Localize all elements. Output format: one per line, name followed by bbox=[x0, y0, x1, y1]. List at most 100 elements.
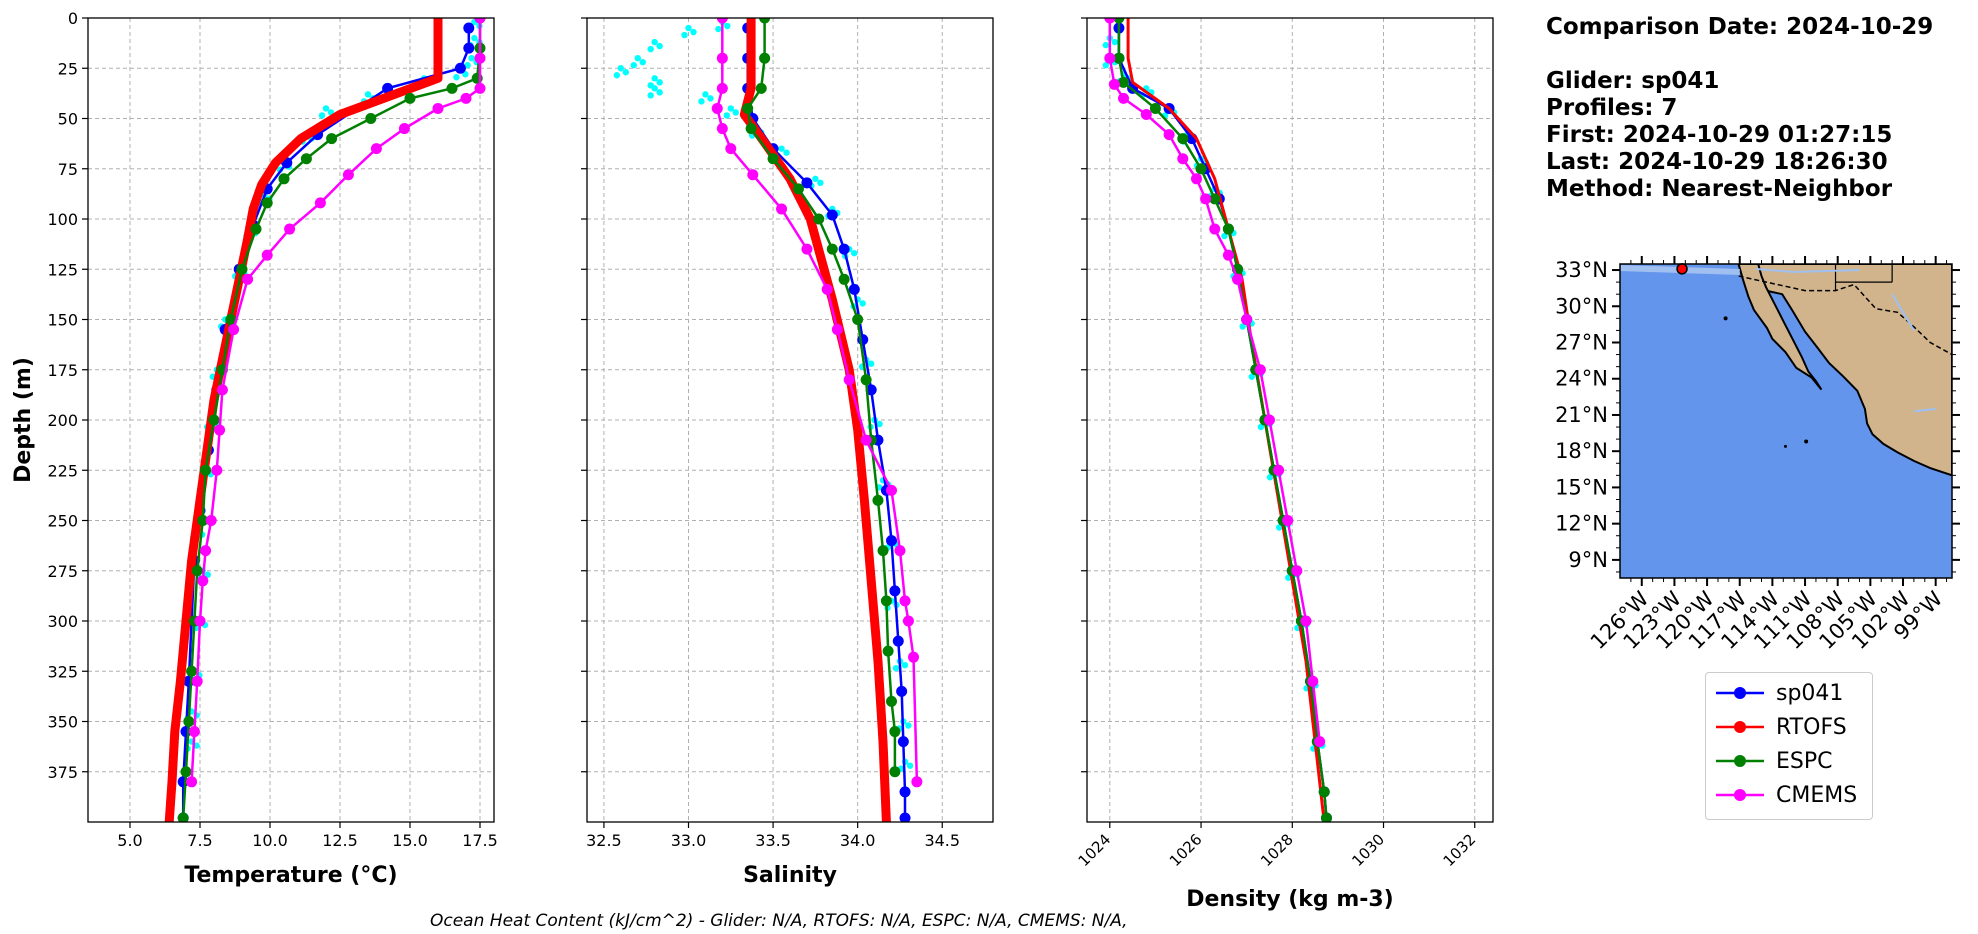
point-CMEMS bbox=[1273, 464, 1285, 476]
map-state-lines bbox=[1834, 264, 1893, 291]
lat-label: 30°N bbox=[1555, 294, 1608, 318]
x-tick-label: 34.5 bbox=[924, 831, 960, 850]
point-sp041 bbox=[848, 283, 860, 295]
map-land-baja bbox=[1737, 264, 1823, 391]
point-glider bbox=[1102, 61, 1110, 69]
legend-swatch-sp041 bbox=[1716, 687, 1764, 699]
point-glider bbox=[724, 22, 731, 30]
point-CMEMS bbox=[1254, 364, 1266, 376]
point-CMEMS bbox=[1108, 78, 1120, 90]
point-glider bbox=[634, 55, 641, 62]
series-line-sp041 bbox=[181, 28, 471, 818]
x-tick-label: 17.5 bbox=[462, 831, 498, 850]
point-glider bbox=[651, 75, 658, 82]
comparison-date: Comparison Date: 2024-10-29 bbox=[1546, 14, 1934, 40]
point-glider bbox=[812, 175, 819, 182]
point-ESPC bbox=[826, 243, 838, 255]
point-glider bbox=[906, 762, 914, 769]
point-sp041 bbox=[463, 42, 475, 54]
point-CMEMS bbox=[1291, 565, 1303, 577]
point-glider bbox=[778, 145, 785, 152]
x-tick-label: 1024 bbox=[1075, 830, 1115, 870]
point-ESPC bbox=[880, 595, 892, 607]
point-CMEMS bbox=[1104, 52, 1116, 64]
point-glider bbox=[656, 42, 663, 50]
point-CMEMS bbox=[907, 651, 919, 663]
glider-name: Glider: sp041 bbox=[1546, 68, 1720, 94]
point-CMEMS bbox=[194, 615, 206, 627]
point-glider bbox=[1111, 38, 1119, 46]
legend-item-sp041: sp041 bbox=[1714, 678, 1843, 708]
point-glider bbox=[613, 72, 621, 79]
point-CMEMS bbox=[261, 249, 273, 261]
point-sp041 bbox=[838, 243, 850, 255]
point-CMEMS bbox=[474, 82, 486, 94]
point-CMEMS bbox=[1177, 153, 1189, 165]
point-CMEMS bbox=[188, 726, 200, 738]
x-tick-label: 15.0 bbox=[392, 831, 428, 850]
legend-item-cmems: CMEMS bbox=[1714, 780, 1857, 810]
point-ESPC bbox=[197, 515, 209, 526]
point-CMEMS bbox=[831, 324, 843, 336]
point-CMEMS bbox=[747, 169, 759, 181]
point-glider bbox=[639, 59, 646, 66]
point-ESPC bbox=[180, 766, 192, 778]
point-ESPC bbox=[225, 314, 237, 325]
y-tick-label: 200 bbox=[47, 411, 78, 430]
x-tick-label: 1028 bbox=[1257, 830, 1297, 870]
point-CMEMS bbox=[1314, 736, 1326, 748]
point-ESPC bbox=[852, 314, 864, 325]
legend-item-rtofs: RTOFS bbox=[1714, 712, 1847, 742]
point-ESPC bbox=[250, 223, 262, 235]
point-ESPC bbox=[882, 645, 894, 657]
panel-2: 1024 1026 1028 1030 1032 Density (kg m-3) bbox=[1075, 17, 1494, 912]
point-sp041 bbox=[454, 62, 466, 74]
point-sp041 bbox=[896, 685, 908, 697]
series-line-CMEMS bbox=[716, 18, 919, 782]
point-CMEMS bbox=[1117, 92, 1129, 104]
point-ESPC bbox=[1320, 812, 1332, 822]
point-glider bbox=[698, 98, 705, 105]
point-glider bbox=[617, 65, 625, 72]
panel-1: 32.5 33.0 33.5 34.0 34.5 Salinity bbox=[581, 17, 994, 888]
point-CMEMS bbox=[242, 273, 254, 285]
map-border bbox=[1738, 275, 1952, 356]
data-layer bbox=[164, 18, 486, 822]
profile-count: Profiles: 7 bbox=[1546, 95, 1678, 121]
y-tick-label: 0 bbox=[68, 9, 78, 28]
x-tick-label: 1030 bbox=[1348, 830, 1388, 870]
x-axis-label: Temperature (°C) bbox=[184, 863, 397, 888]
legend-swatch-cmems bbox=[1716, 789, 1764, 801]
point-ESPC bbox=[1113, 18, 1125, 24]
map-island bbox=[1723, 316, 1728, 321]
map-frame bbox=[1619, 263, 1953, 579]
point-CMEMS bbox=[716, 18, 728, 24]
map-island bbox=[1783, 444, 1787, 448]
point-CMEMS bbox=[1209, 223, 1221, 235]
y-tick-label: 175 bbox=[47, 361, 78, 380]
point-ESPC bbox=[200, 464, 212, 476]
point-CMEMS bbox=[1263, 414, 1275, 426]
point-CMEMS bbox=[821, 283, 833, 295]
point-ESPC bbox=[186, 665, 198, 677]
point-glider bbox=[901, 662, 909, 669]
location-map: 33°N30°N27°N24°N21°N18°N15°N12°N9°N126°W… bbox=[1555, 256, 1960, 654]
point-glider bbox=[1239, 323, 1246, 330]
point-sp041 bbox=[463, 22, 475, 34]
point-glider bbox=[630, 61, 637, 69]
data-layer bbox=[613, 18, 923, 822]
x-tick-label: 10.0 bbox=[252, 831, 288, 850]
point-CMEMS bbox=[1307, 675, 1319, 687]
map-island bbox=[1804, 439, 1809, 444]
series-line-ESPC bbox=[1117, 18, 1328, 819]
ocean-heat-content-note: Ocean Heat Content (kJ/cm^2) - Glider: N… bbox=[430, 911, 1128, 931]
point-glider bbox=[690, 28, 697, 36]
point-CMEMS bbox=[886, 484, 897, 496]
point-ESPC bbox=[759, 52, 771, 64]
y-tick-label: 125 bbox=[47, 260, 78, 279]
series-line-RTOFS bbox=[739, 18, 891, 822]
point-CMEMS bbox=[1140, 108, 1152, 120]
series-line-CMEMS bbox=[1108, 18, 1321, 742]
point-glider bbox=[732, 109, 739, 116]
